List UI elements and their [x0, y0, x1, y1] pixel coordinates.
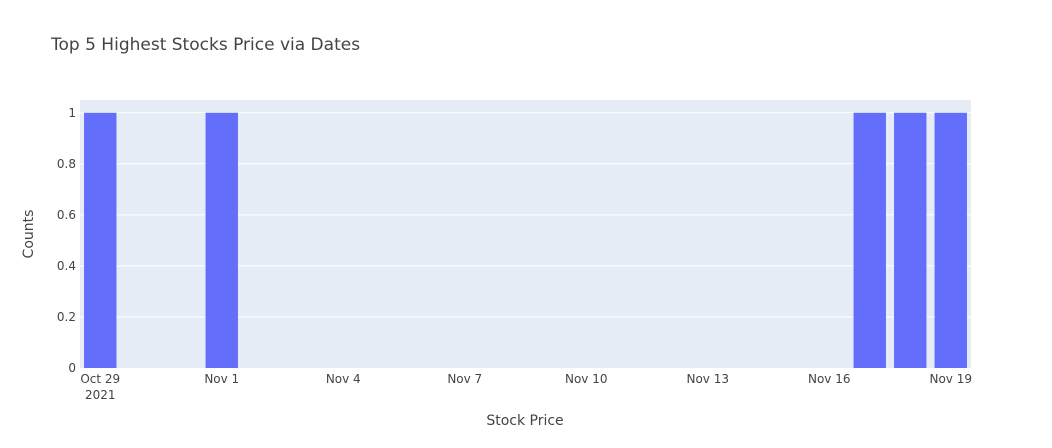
x-tick-label: Nov 19 — [929, 372, 972, 386]
x-axis-ticks: Oct 29 2021 Nov 1 Nov 4 Nov 7 Nov 10 Nov 13 Nov… — [80, 372, 972, 402]
x-tick-sublabel: 2021 — [85, 388, 116, 402]
y-tick-label: 0 — [68, 361, 76, 375]
y-tick-label: 1 — [68, 106, 76, 120]
bar[interactable] — [853, 112, 886, 368]
x-tick-label: Nov 4 — [326, 372, 361, 386]
y-tick-label: 0.4 — [57, 259, 76, 273]
y-tick-label: 0.2 — [57, 310, 76, 324]
y-axis-ticks: 0 0.2 0.4 0.6 0.8 1 — [57, 106, 76, 375]
x-tick-label: Nov 1 — [204, 372, 239, 386]
y-axis-title: Counts — [21, 210, 37, 259]
y-tick-label: 0.6 — [57, 208, 76, 222]
x-tick-label: Nov 10 — [565, 372, 608, 386]
bar[interactable] — [894, 112, 927, 368]
bars — [84, 112, 967, 368]
bar[interactable] — [84, 112, 117, 368]
x-axis-title: Stock Price — [486, 413, 563, 429]
x-tick-label: Nov 16 — [808, 372, 851, 386]
bar[interactable] — [205, 112, 238, 368]
bar[interactable] — [934, 112, 967, 368]
x-tick-label: Nov 13 — [686, 372, 729, 386]
chart-title: Top 5 Highest Stocks Price via Dates — [50, 35, 360, 55]
y-tick-label: 0.8 — [57, 157, 76, 171]
x-tick-label: Nov 7 — [447, 372, 482, 386]
x-tick-label: Oct 29 — [80, 372, 120, 386]
